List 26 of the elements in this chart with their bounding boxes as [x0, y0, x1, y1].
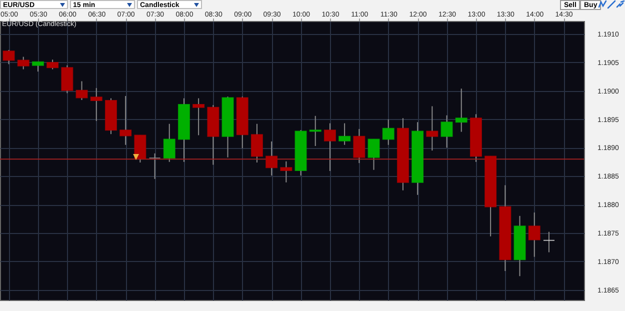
candlestick — [2, 49, 15, 65]
candlestick — [120, 96, 132, 146]
candlestick — [324, 122, 336, 172]
candlestick — [250, 123, 263, 163]
candlestick — [17, 56, 30, 70]
candlestick — [46, 59, 59, 70]
candlestick — [542, 231, 555, 253]
candlestick — [426, 106, 438, 152]
candlestick — [76, 80, 88, 100]
candlestick — [440, 114, 453, 148]
candlestick — [148, 152, 161, 180]
candlestick — [455, 88, 468, 132]
candlestick — [338, 122, 351, 146]
candlestick — [90, 88, 102, 122]
candlestick — [309, 115, 322, 147]
candlestick — [368, 138, 380, 170]
candlestick — [353, 128, 366, 164]
candlestick — [134, 134, 146, 163]
candlestick — [280, 160, 292, 183]
candlestick — [192, 98, 205, 136]
candlestick — [61, 64, 74, 94]
candlestick — [382, 118, 394, 146]
candlestick — [32, 61, 44, 72]
candlestick — [266, 140, 278, 176]
candlestick — [528, 212, 540, 258]
candlestick — [163, 123, 176, 162]
